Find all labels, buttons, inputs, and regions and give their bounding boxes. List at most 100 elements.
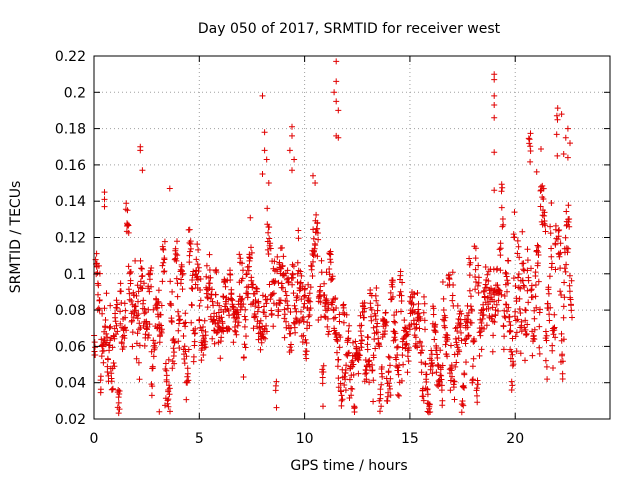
data-point (287, 330, 294, 337)
data-point (561, 294, 568, 301)
data-point (112, 318, 119, 325)
data-point (327, 248, 334, 255)
data-point (550, 365, 556, 371)
data-point (287, 344, 294, 351)
data-point (508, 348, 515, 355)
data-point (236, 251, 243, 258)
data-point (364, 346, 371, 353)
data-point (173, 257, 180, 264)
data-point (300, 332, 307, 339)
data-point (206, 280, 213, 287)
data-point (460, 402, 467, 409)
data-point (254, 323, 260, 330)
data-point (175, 327, 182, 334)
data-point (528, 287, 535, 294)
data-point (358, 344, 365, 351)
data-point (150, 306, 157, 313)
data-point (185, 346, 192, 353)
data-point (398, 298, 405, 304)
data-point (568, 302, 574, 309)
data-point (466, 287, 473, 294)
tick-labels: 0.02 0.04 0.06 0.08 0.1 0.12 0.14 0.16 0.18 0.2 0.… (55, 49, 524, 447)
data-point (298, 308, 304, 315)
data-point (203, 262, 210, 269)
data-point (339, 396, 346, 403)
data-point (146, 321, 153, 328)
data-point (518, 328, 525, 335)
data-point (273, 404, 280, 411)
data-point (118, 288, 124, 295)
data-point (225, 325, 232, 332)
data-point (135, 298, 141, 305)
data-point (346, 322, 353, 329)
data-point (340, 319, 347, 326)
data-point (522, 357, 528, 364)
data-point (385, 353, 392, 360)
data-point (166, 185, 173, 192)
data-point (136, 320, 143, 327)
data-point (197, 276, 204, 282)
data-point (161, 238, 168, 245)
data-point (198, 327, 205, 334)
data-point (417, 339, 424, 346)
data-point (241, 323, 248, 330)
data-point (230, 311, 237, 318)
data-point (372, 316, 379, 323)
data-point (424, 386, 431, 393)
data-point (512, 333, 519, 340)
data-point (485, 305, 492, 312)
data-point (513, 348, 520, 355)
data-point (442, 314, 449, 321)
y-tick-label: 0.2 (64, 85, 86, 101)
data-point (267, 245, 274, 252)
data-point (141, 280, 147, 287)
data-point (187, 245, 194, 252)
data-point (136, 376, 143, 383)
data-point (115, 387, 122, 393)
data-point (383, 318, 390, 325)
data-point (491, 319, 498, 325)
data-point (338, 388, 344, 395)
data-point (317, 283, 324, 290)
data-point (404, 369, 411, 376)
data-point (165, 403, 172, 410)
data-point (132, 257, 139, 264)
data-point (535, 278, 542, 285)
data-point (182, 348, 189, 355)
data-point (326, 328, 332, 335)
data-point (542, 222, 549, 229)
data-point (386, 383, 393, 390)
data-point (475, 289, 482, 296)
data-point (481, 287, 488, 294)
data-point (405, 358, 412, 365)
data-point (394, 391, 401, 398)
data-point (439, 397, 446, 404)
data-point (172, 251, 179, 257)
data-point (465, 309, 472, 316)
data-point (425, 400, 432, 407)
data-point (512, 308, 519, 315)
data-point (266, 235, 273, 242)
data-point (209, 335, 216, 342)
data-point (507, 355, 514, 362)
data-point (163, 378, 170, 385)
data-point (361, 314, 368, 321)
data-point (483, 284, 490, 291)
data-point (109, 385, 116, 392)
data-point (516, 306, 523, 312)
data-point (209, 298, 216, 305)
data-point (522, 307, 529, 314)
data-point (263, 328, 270, 335)
data-point (261, 147, 268, 154)
data-point (559, 351, 566, 358)
data-point (459, 398, 466, 404)
data-point (346, 349, 352, 356)
data-point (458, 409, 465, 416)
data-point (164, 400, 171, 407)
data-point (169, 365, 176, 372)
data-point (492, 311, 499, 318)
data-point (113, 322, 120, 329)
data-point (535, 252, 542, 258)
data-point (374, 320, 381, 327)
